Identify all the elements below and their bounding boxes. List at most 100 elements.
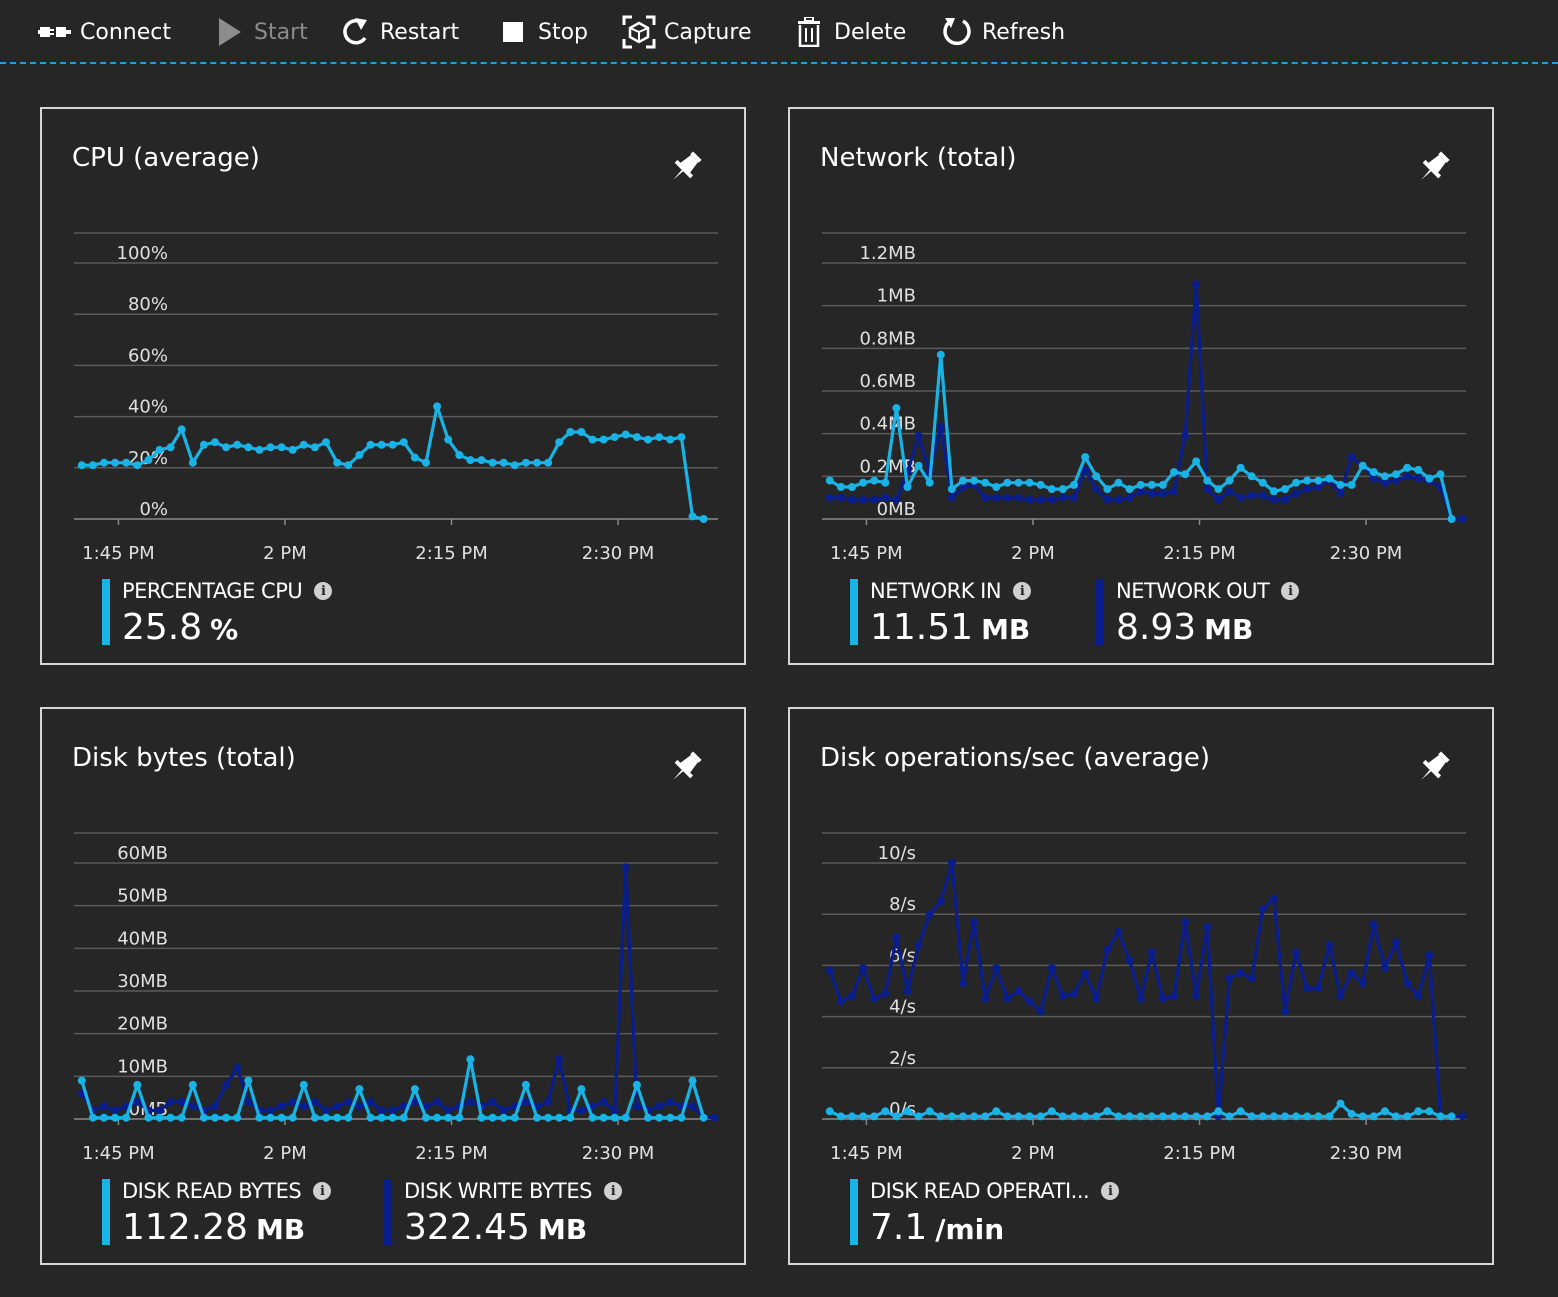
data-point <box>1070 989 1078 998</box>
data-point <box>1170 468 1178 477</box>
disk-operations-tile[interactable]: Disk operations/sec (average) 0/s 2/s 4/s 6… <box>788 707 1494 1265</box>
capture-button[interactable]: Capture <box>622 12 751 52</box>
legend-name: DISK WRITE BYTES <box>404 1179 592 1203</box>
data-point <box>1125 493 1134 502</box>
legend-name: DISK READ OPERATI... <box>870 1179 1090 1203</box>
data-point <box>1380 478 1389 487</box>
start-label: Start <box>254 19 308 45</box>
data-point <box>1181 431 1190 440</box>
data-point <box>521 1097 530 1106</box>
y-tick-label: 10/s <box>878 843 916 864</box>
trash-icon <box>792 15 826 49</box>
pin-icon[interactable] <box>1414 147 1454 187</box>
network-tile[interactable]: Network (total) 0MB 0.2MB 0.4MB 0.6MB 0.8MB 1… <box>788 107 1494 665</box>
data-point <box>1425 951 1434 960</box>
data-point <box>1336 480 1345 489</box>
data-point <box>870 495 879 504</box>
data-point <box>1203 485 1212 494</box>
data-point <box>1092 1112 1101 1121</box>
data-point <box>699 1113 708 1122</box>
info-icon[interactable]: i <box>1101 1182 1120 1200</box>
data-point <box>1025 1112 1034 1121</box>
data-point <box>1003 493 1012 502</box>
info-icon[interactable]: i <box>314 582 333 600</box>
data-point <box>621 1113 630 1122</box>
data-point <box>959 476 967 485</box>
refresh-button[interactable]: Refresh <box>940 12 1065 52</box>
data-point <box>333 458 342 467</box>
data-point <box>488 1113 497 1122</box>
data-point <box>1458 515 1467 523</box>
delete-button[interactable]: Delete <box>792 12 906 52</box>
data-point <box>1258 1112 1267 1121</box>
data-point <box>1214 1107 1223 1116</box>
data-point <box>1081 969 1090 978</box>
pin-icon[interactable] <box>1414 747 1454 787</box>
data-point <box>1403 472 1412 481</box>
data-point <box>422 1113 430 1122</box>
data-point <box>1203 1112 1212 1121</box>
restart-button[interactable]: Restart <box>338 12 459 52</box>
data-point <box>1214 495 1223 504</box>
data-point <box>610 433 619 442</box>
info-icon[interactable]: i <box>1281 582 1300 600</box>
data-point <box>388 440 397 449</box>
info-icon[interactable]: i <box>1013 582 1032 600</box>
data-point <box>422 458 430 467</box>
data-point <box>377 1113 386 1122</box>
data-point <box>1103 946 1112 954</box>
x-tick-label: 1:45 PM <box>830 543 903 564</box>
x-tick-label: 1:45 PM <box>82 1143 155 1164</box>
data-point <box>577 428 586 436</box>
data-point <box>233 1063 242 1072</box>
data-point <box>1358 461 1367 470</box>
data-point <box>859 478 868 487</box>
data-point <box>936 423 945 432</box>
data-point <box>1258 491 1267 500</box>
info-icon[interactable]: i <box>603 1182 622 1200</box>
data-point <box>959 483 967 491</box>
connect-button[interactable]: Connect <box>38 12 171 52</box>
data-point <box>477 1113 486 1122</box>
legend-unit: MB <box>255 1213 306 1246</box>
data-point <box>1070 480 1078 489</box>
data-point <box>566 1113 575 1122</box>
data-point <box>322 1113 330 1122</box>
data-point <box>1047 485 1056 494</box>
disk-bytes-tile[interactable]: Disk bytes (total) 0MB10MB20MB30MB40MB50… <box>40 707 746 1265</box>
data-point <box>1225 476 1234 485</box>
x-tick-label: 2:15 PM <box>1163 543 1236 564</box>
data-point <box>1025 997 1034 1006</box>
pin-icon[interactable] <box>666 747 706 787</box>
data-point <box>377 440 386 449</box>
data-point <box>1325 1112 1334 1121</box>
data-point <box>981 1112 990 1121</box>
stop-button[interactable]: Stop <box>496 12 588 52</box>
x-tick-label: 1:45 PM <box>82 543 155 564</box>
data-point <box>655 1102 664 1111</box>
data-point <box>836 483 845 491</box>
pin-icon[interactable] <box>666 147 706 187</box>
info-icon[interactable]: i <box>313 1182 332 1200</box>
data-point <box>299 1102 308 1111</box>
data-point <box>1170 487 1178 496</box>
connect-label: Connect <box>80 19 171 45</box>
data-point <box>1092 472 1101 481</box>
data-point <box>1136 480 1145 489</box>
legend-unit: % <box>210 613 239 646</box>
series-line <box>80 865 715 1120</box>
start-button[interactable]: Start <box>212 12 308 52</box>
cpu-chart: 0%20%40%60%80%100%1:45 PM2 PM2:15 PM2:30… <box>74 232 718 564</box>
data-point <box>892 1112 901 1121</box>
data-point <box>1136 994 1145 1003</box>
data-point <box>555 1113 564 1122</box>
data-point <box>914 461 923 470</box>
data-point <box>166 1113 175 1122</box>
data-point <box>892 495 901 504</box>
legend-color-bar <box>102 579 110 645</box>
play-icon <box>212 15 246 49</box>
data-point <box>1036 495 1045 504</box>
data-point <box>925 1107 934 1116</box>
cpu-tile[interactable]: CPU (average) 0%20%40%60%80%100%1:45 PM2… <box>40 107 746 665</box>
legend-color-bar <box>850 1179 858 1245</box>
